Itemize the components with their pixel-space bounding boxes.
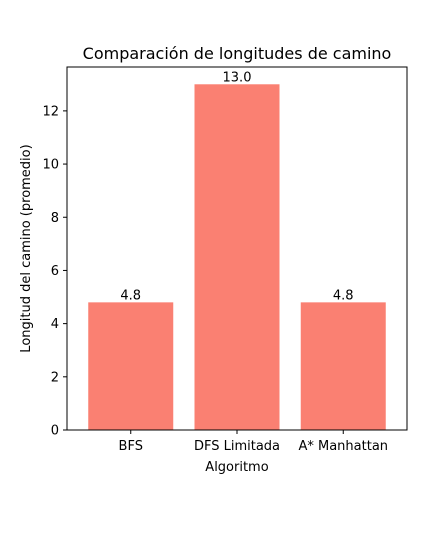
y-tick-label-6: 12	[42, 104, 59, 119]
bar-2	[300, 302, 386, 430]
x-tick-label-0: BFS	[119, 439, 143, 454]
x-tick-label-2: A* Manhattan	[298, 439, 388, 454]
y-tick-label-5: 10	[42, 158, 59, 173]
bar-value-label-0: 4.8	[120, 288, 141, 303]
y-axis-ticks: 0 2 4 6 8 10 12	[42, 104, 67, 439]
bar-value-label-1: 13.0	[223, 70, 252, 85]
y-tick-label-2: 4	[51, 317, 59, 332]
bar-0	[88, 302, 174, 430]
x-tick-label-1: DFS Limitada	[194, 439, 280, 454]
x-axis-label: Algoritmo	[205, 460, 268, 475]
y-tick-label-3: 6	[51, 264, 59, 279]
y-axis-label: Longitud del camino (promedio)	[19, 144, 34, 352]
y-tick-label-0: 0	[51, 424, 59, 439]
bars-group	[88, 84, 386, 431]
bar-labels-group: 4.8 13.0 4.8	[120, 70, 353, 303]
chart-title: Comparación de longitudes de camino	[83, 44, 392, 63]
bar-1	[194, 84, 280, 431]
x-axis-ticks: BFS DFS Limitada A* Manhattan	[119, 430, 388, 454]
y-tick-label-4: 8	[51, 211, 59, 226]
plot-frame	[66, 66, 408, 431]
bar-value-label-2: 4.8	[333, 288, 354, 303]
y-tick-label-1: 2	[51, 370, 59, 385]
